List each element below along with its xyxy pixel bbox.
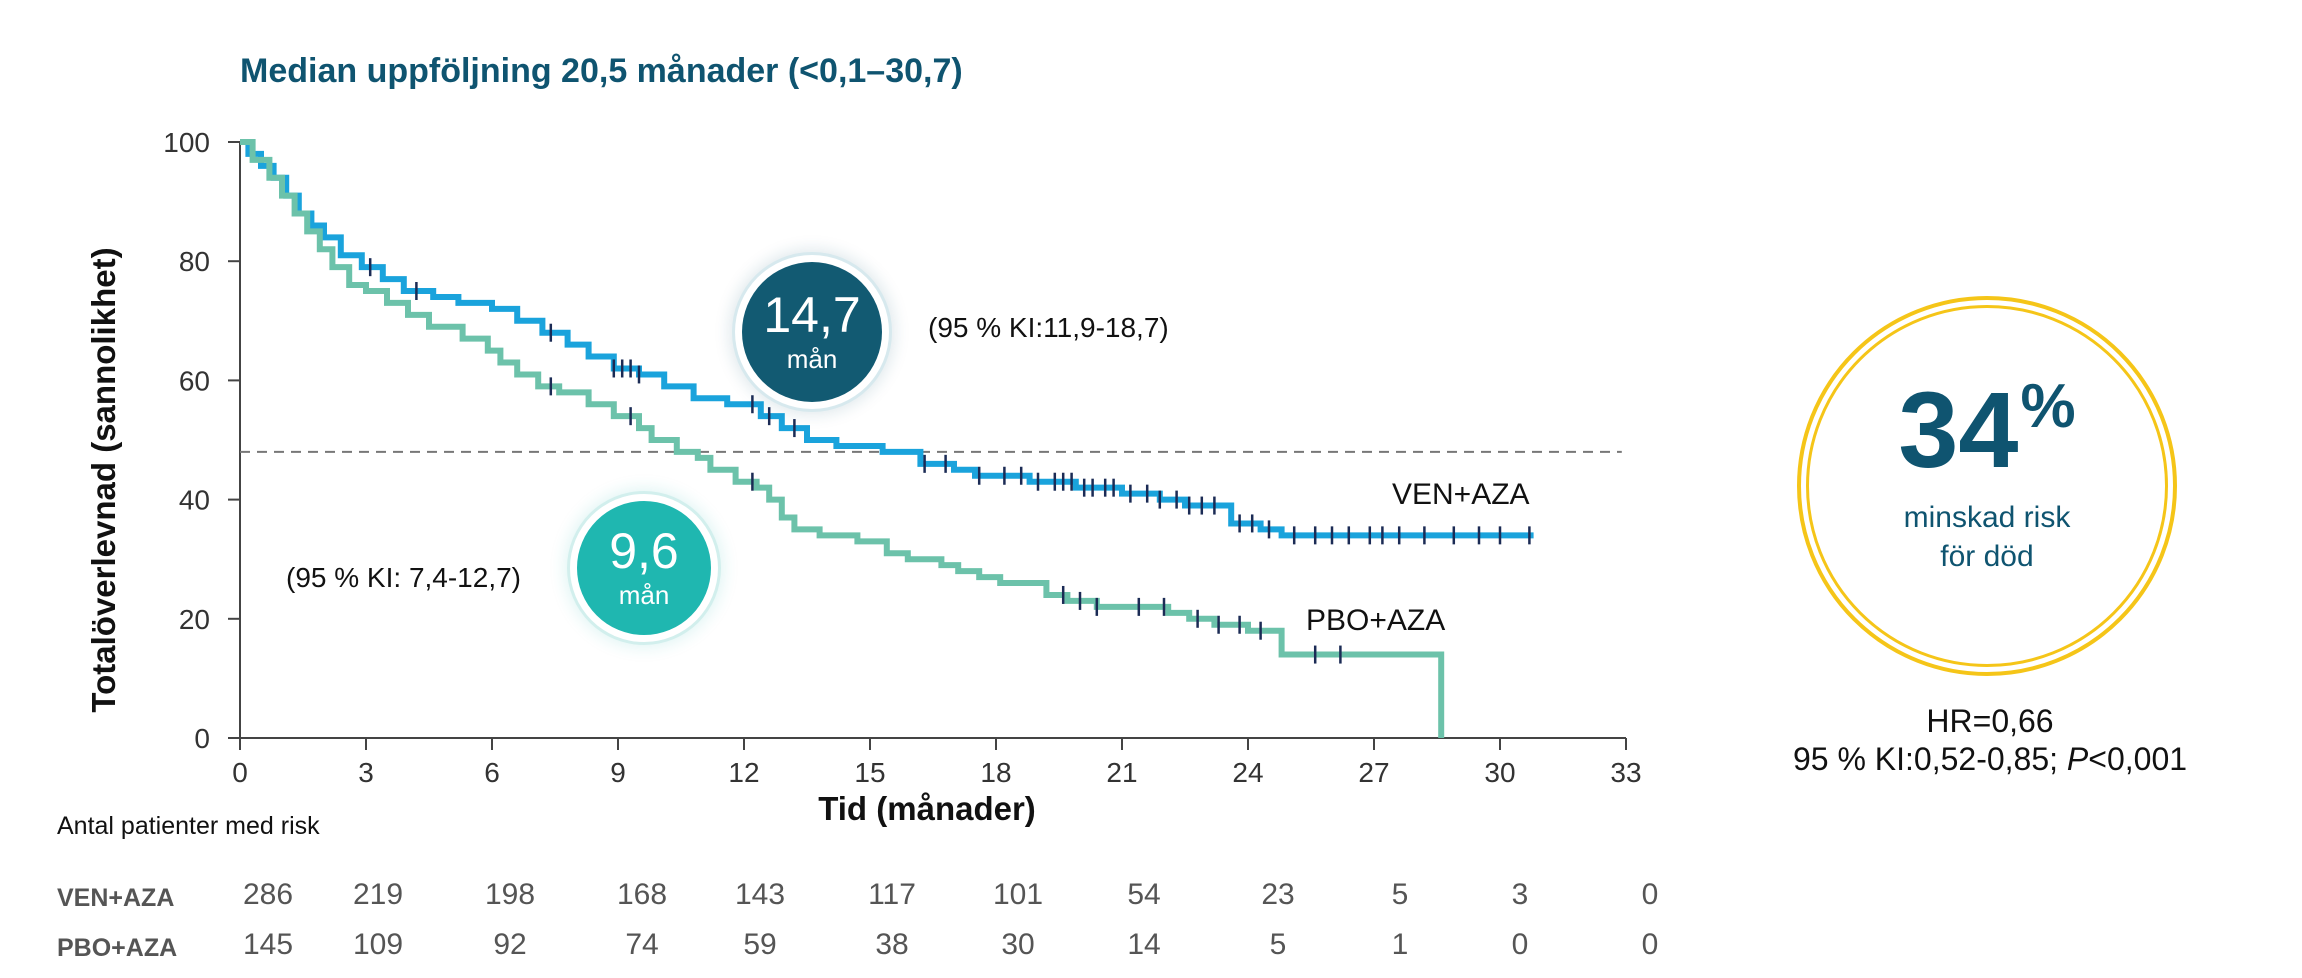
- pbo-median-unit: mån: [618, 579, 670, 610]
- risk-ring: 34% minskad risk för död: [1806, 305, 2168, 667]
- y-tick-label: 80: [179, 246, 210, 277]
- risk-text: minskad risk för död: [1904, 498, 2071, 576]
- risk-table-cell: 59: [743, 928, 777, 961]
- x-tick-label: 12: [728, 757, 759, 788]
- y-tick-label: 0: [194, 723, 210, 754]
- hazard-ci-text: 95 % KI:0,52-0,85;: [1792, 741, 2067, 778]
- chart-title: Median uppföljning 20,5 månader (<0,1–30…: [240, 52, 963, 90]
- risk-table-cell: 30: [1001, 928, 1035, 961]
- p-label: P: [2066, 741, 2089, 778]
- risk-table-cell: 143: [734, 878, 786, 911]
- x-tick-label: 6: [484, 757, 500, 788]
- ven-median-unit: mån: [786, 343, 838, 374]
- risk-table-cell: 101: [992, 878, 1044, 911]
- risk-text-line2: för död: [1940, 540, 2034, 573]
- x-tick-label: 27: [1358, 757, 1389, 788]
- risk-table-cell: 0: [1511, 928, 1529, 961]
- risk-text-line1: minskad risk: [1903, 501, 2071, 534]
- x-tick-label: 3: [358, 757, 374, 788]
- risk-table-cell: 219: [352, 878, 404, 911]
- pbo-median-value: 9,6: [609, 522, 679, 579]
- risk-table-cell: 0: [1641, 928, 1659, 961]
- x-tick-label: 24: [1232, 757, 1263, 788]
- risk-table-cell: 5: [1391, 878, 1409, 911]
- risk-table-cell: 117: [868, 878, 916, 911]
- risk-percent-value: 34: [1898, 369, 2019, 490]
- risk-table-cell: 23: [1261, 878, 1295, 911]
- pbo-median-ci: (95 % KI: 7,4-12,7): [286, 562, 522, 593]
- ven-median-value: 14,7: [763, 286, 861, 343]
- km-curve-ven-aza: [240, 139, 1534, 539]
- risk-table-cell: 38: [875, 928, 909, 961]
- x-tick-label: 15: [854, 757, 885, 788]
- risk-table-cell: 1: [1391, 928, 1409, 961]
- risk-table-cell: 0: [1641, 878, 1659, 911]
- pbo-series-label: PBO+AZA: [1306, 604, 1446, 637]
- y-tick-label: 20: [179, 604, 210, 635]
- x-tick-label: 0: [232, 757, 248, 788]
- ven-median-bubble: 14,7 mån: [742, 262, 882, 402]
- risk-table-cell: 145: [242, 928, 294, 961]
- x-tick-label: 18: [980, 757, 1011, 788]
- risk-table-cell: 92: [493, 928, 527, 961]
- y-axis-label: Totalöverlevnad (sannolikhet): [85, 247, 122, 713]
- p-value: <0,001: [2088, 741, 2188, 778]
- risk-table-heading: Antal patienter med risk: [57, 812, 320, 840]
- x-tick-label: 33: [1610, 757, 1641, 788]
- risk-percent: 34%: [1898, 376, 2075, 484]
- y-tick-label: 60: [179, 365, 210, 396]
- risk-row-label-ven: VEN+AZA: [57, 884, 175, 912]
- x-tick-label: 9: [610, 757, 626, 788]
- risk-table-cell: 5: [1269, 928, 1287, 961]
- y-tick-label: 100: [163, 127, 210, 158]
- ven-median-ci: (95 % KI:11,9-18,7): [928, 312, 1169, 343]
- risk-table-cell: 14: [1127, 928, 1161, 961]
- km-curve-pbo-aza: [240, 139, 1445, 738]
- risk-ring-outer: [1797, 296, 2177, 676]
- risk-percent-sign: %: [2020, 372, 2076, 441]
- x-tick-label: 30: [1484, 757, 1515, 788]
- x-axis-label: Tid (månader): [818, 790, 1036, 827]
- risk-table-cell: 168: [616, 878, 668, 911]
- risk-row-label-pbo: PBO+AZA: [57, 934, 178, 962]
- risk-table-cell: 3: [1511, 878, 1529, 911]
- censor-layer: [368, 258, 1531, 664]
- risk-table-cell: 286: [242, 878, 294, 911]
- risk-table-cell: 198: [484, 878, 536, 911]
- risk-table-cell: 74: [625, 928, 659, 961]
- hazard-ratio-block: HR=0,66 95 % KI:0,52-0,85; P<0,001: [1720, 702, 2260, 779]
- hazard-ci: 95 % KI:0,52-0,85; P<0,001: [1720, 740, 2260, 778]
- pbo-median-bubble: 9,6 mån: [577, 501, 711, 635]
- ven-series-label: VEN+AZA: [1392, 478, 1530, 511]
- hazard-ratio: HR=0,66: [1926, 703, 2054, 739]
- y-tick-label: 40: [179, 485, 210, 516]
- risk-table-cell: 54: [1127, 878, 1161, 911]
- axes: 0 3 6 9 12 15 18 21 24 27 30 33 0 20 40 60 80 100: [163, 127, 1641, 788]
- risk-table-cell: 109: [352, 928, 404, 961]
- x-tick-label: 21: [1106, 757, 1137, 788]
